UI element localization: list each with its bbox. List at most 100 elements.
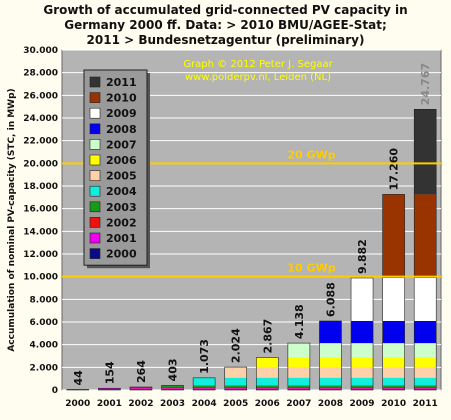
legend-item-2010: 2010 [89,92,137,105]
bar-segment [98,388,121,390]
bar-segment [319,367,342,378]
bar-segment [287,385,310,388]
bar-segment [256,387,279,389]
bar-segment [193,388,216,390]
x-tick-label: 2009 [350,399,375,409]
legend-item-2001: 2001 [89,232,137,245]
bar-group-2008 [319,320,342,391]
x-tick-label: 2007 [286,399,311,409]
bar-segment [319,388,342,390]
bar-segment [256,367,279,378]
bar-value-label: 1.073 [198,339,211,374]
legend-swatch [89,170,101,181]
bar-group-2011 [413,109,437,391]
legend-label: 2002 [106,216,137,229]
bar-segment [382,321,405,344]
annotation-text: www.polderpv.nl, Leiden (NL) [185,72,331,83]
bar-outline [98,387,121,391]
y-tick-label: 0 [52,386,58,396]
y-tick-label: 26.000 [23,91,58,101]
y-tick-label: 22.000 [23,137,58,147]
bar-group-2004 [192,377,216,391]
bar-segment [351,388,374,390]
legend-item-2002: 2002 [89,216,137,229]
bar-segment [193,387,216,389]
chart-title-line-3: 2011 > Bundesnetzagentur (preliminary) [86,33,365,47]
y-tick-label: 20.000 [23,159,58,169]
bar-segment [224,377,247,386]
legend-label: 2000 [106,248,137,261]
bar-segment [414,194,437,279]
bar-segment [287,387,310,389]
bar-segment [351,385,374,388]
bar-segment [351,278,374,322]
legend-label: 2006 [106,154,137,167]
legend-swatch [89,232,101,244]
bar-value-label: 403 [167,358,180,381]
bar-outline [192,377,216,391]
bar-outline [382,194,405,391]
legend-swatch [89,139,101,150]
legend-label: 2001 [106,232,137,245]
y-tick-label: 4.000 [30,341,58,351]
y-tick-label: 24.000 [23,114,58,124]
legend-swatch [89,107,101,119]
bar-segment [414,343,437,358]
bar-segment [224,388,247,390]
bar-segment [414,387,437,389]
legend-item-2006: 2006 [89,154,137,167]
chart-title-line-1: Growth of accumulated grid-connected PV … [43,3,408,17]
legend-label: 2011 [106,76,137,89]
bar-segment [224,367,247,378]
legend-label: 2003 [106,201,137,214]
y-tick-label: 28.000 [23,69,58,79]
bar-segment [161,388,184,390]
legend-item-2007: 2007 [89,138,137,151]
bar-segment [287,357,310,368]
bar-outline [129,386,153,391]
bar-segment [129,388,152,390]
bar-segment [193,385,216,388]
x-tick-label: 2011 [413,399,438,409]
legend-item-2009: 2009 [89,107,137,120]
bar-segment [256,385,279,388]
bar-segment [319,321,342,344]
legend-swatch [89,154,101,166]
x-tick-label: 2006 [255,399,280,409]
bar-segment [256,377,279,386]
reference-line-label: 20 GWp [287,148,335,161]
bar-value-label: 154 [103,361,116,384]
bar-segment [414,367,437,378]
bar-value-label: 9.882 [356,239,369,274]
bar-segment [351,387,374,389]
bar-value-label: 2.024 [230,328,243,363]
bar-group-2003 [161,385,184,391]
y-tick-label: 6.000 [30,318,58,328]
bar-outline [287,342,311,391]
bar-segment [382,387,405,389]
bar-segment [256,357,279,368]
legend-label: 2008 [106,123,137,136]
x-tick-label: 2002 [128,399,153,409]
y-axis-label: Accumulation of nominal PV-capacity (STC… [7,88,17,351]
bar-segment [414,109,437,195]
bar-value-label: 6.088 [324,282,337,317]
bar-segment [414,377,437,386]
bar-segment [382,388,405,390]
bar-outline [319,320,342,391]
legend-swatch [89,185,101,197]
bar-segment [351,357,374,368]
legend-swatch [89,248,101,259]
bar-segment [414,278,437,322]
bar-segment [382,194,405,279]
legend-swatch [89,76,101,88]
bar-segment [319,385,342,388]
legend-label: 2009 [106,107,137,120]
chart-title-line-2: Germany 2000 ff. Data: > 2010 BMU/AGEE-S… [64,18,387,32]
legend-label: 2007 [106,138,137,151]
legend-item-2011: 2011 [89,76,137,89]
bar-group-2002 [129,386,153,391]
bar-segment [287,343,310,358]
